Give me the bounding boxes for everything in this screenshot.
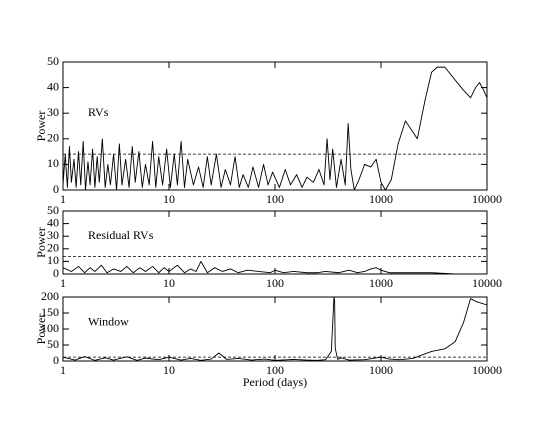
x-tick-label: 10 — [163, 363, 175, 377]
y-tick-label: 50 — [47, 54, 59, 68]
x-tick-label: 1000 — [369, 276, 393, 290]
x-tick-label: 1 — [60, 363, 66, 377]
y-tick-label: 50 — [47, 203, 59, 217]
x-tick-label: 10000 — [472, 276, 502, 290]
y-tick-label: 40 — [47, 79, 59, 93]
periodogram-line — [62, 260, 487, 275]
x-tick-label: 1000 — [369, 192, 393, 206]
x-tick-label: 10000 — [472, 192, 502, 206]
x-tick-label: 100 — [266, 363, 284, 377]
x-tick-label: 10000 — [472, 363, 502, 377]
y-tick-label: 30 — [47, 228, 59, 242]
y-tick-label: 10 — [47, 253, 59, 267]
y-tick-label: 40 — [47, 215, 59, 229]
y-tick-label: 200 — [41, 289, 59, 303]
x-tick-label: 10 — [163, 276, 175, 290]
x-tick-label: 100 — [266, 192, 284, 206]
panel-annotation: RVs — [88, 105, 109, 119]
periodogram-line — [62, 66, 488, 191]
plot-frame — [62, 296, 488, 362]
plot-frame — [62, 210, 488, 275]
y-tick-label: 30 — [47, 105, 59, 119]
x-axis-label: Period (days) — [243, 375, 307, 389]
y-tick-label: 100 — [41, 321, 59, 335]
y-tick-label: 0 — [53, 353, 59, 367]
y-tick-label: 20 — [47, 241, 59, 255]
panel-annotation: Window — [88, 314, 129, 328]
y-tick-label: 20 — [47, 131, 59, 145]
y-axis-label: Power — [34, 314, 48, 345]
periodogram-line — [62, 296, 488, 361]
x-tick-label: 10 — [163, 192, 175, 206]
x-tick-label: 100 — [266, 276, 284, 290]
x-tick-label: 1000 — [369, 363, 393, 377]
x-tick-label: 1 — [60, 192, 66, 206]
y-tick-label: 10 — [47, 156, 59, 170]
y-tick-label: 0 — [53, 266, 59, 280]
y-axis-label: Power — [34, 227, 48, 258]
x-tick-label: 1 — [60, 276, 66, 290]
y-tick-label: 0 — [53, 182, 59, 196]
y-axis-label: Power — [34, 111, 48, 142]
y-tick-label: 150 — [41, 305, 59, 319]
panel-annotation: Residual RVs — [88, 228, 154, 242]
y-tick-label: 50 — [47, 337, 59, 351]
